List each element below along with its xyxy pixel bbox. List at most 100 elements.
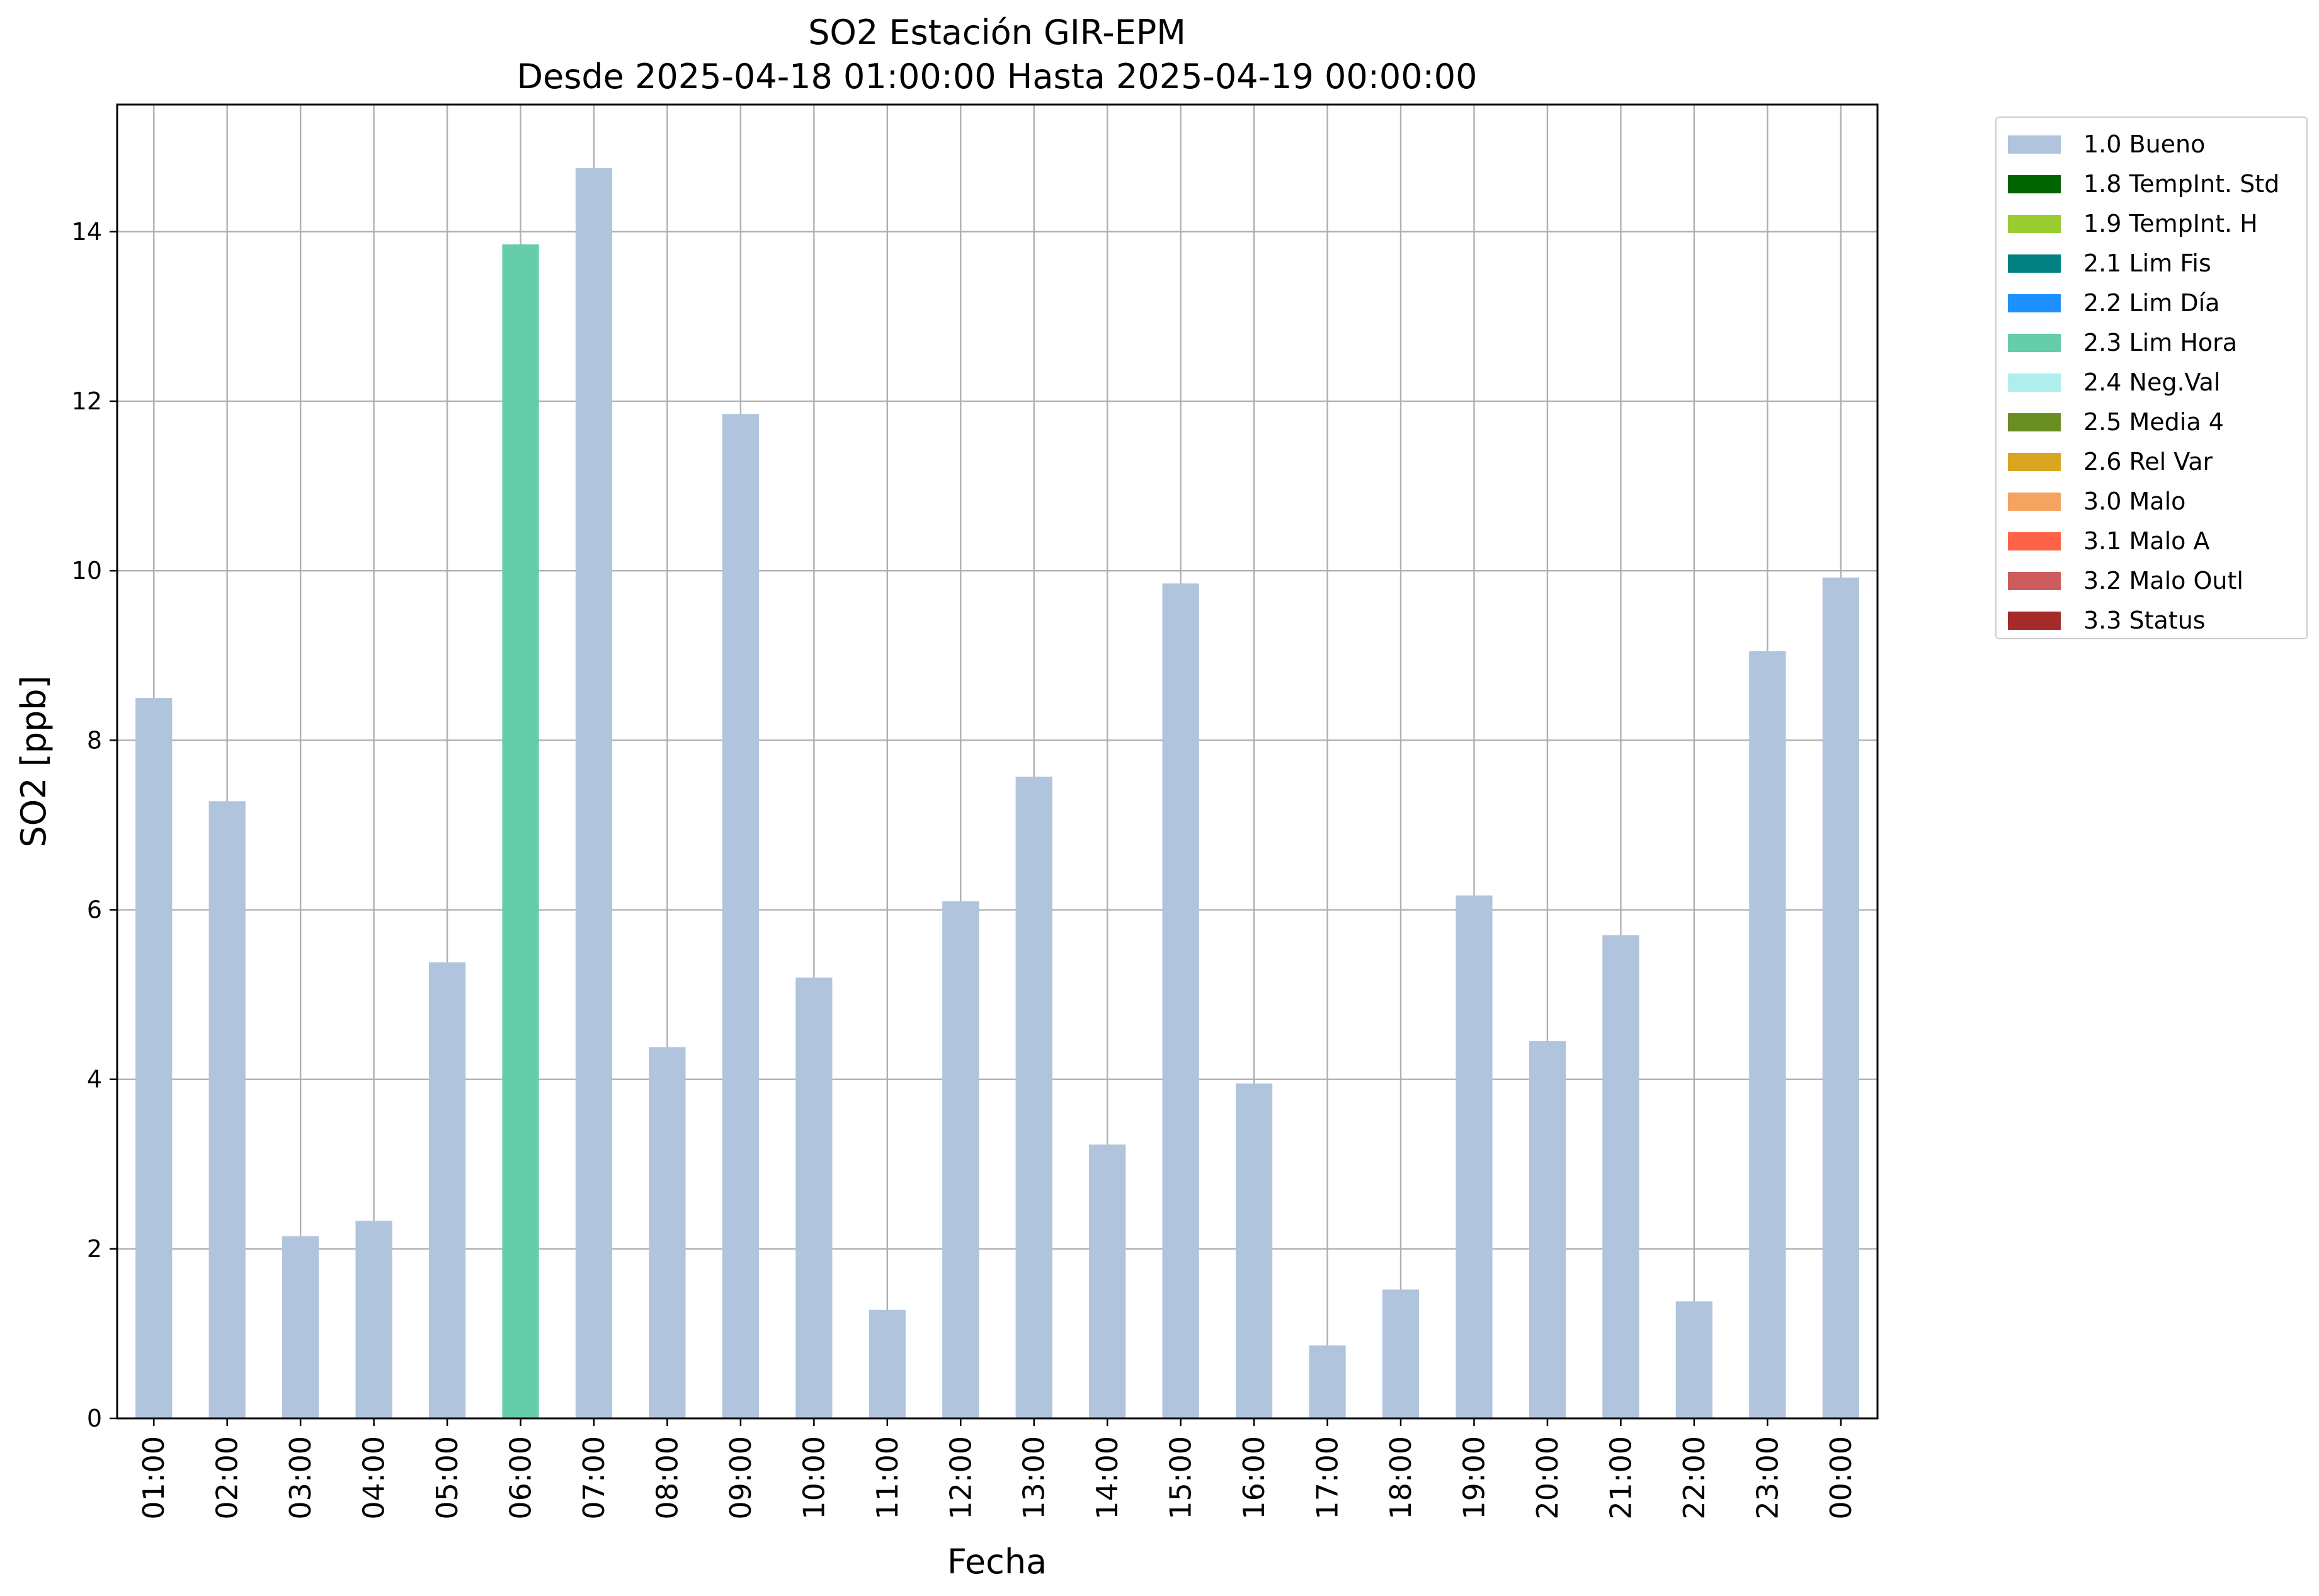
legend-label: 2.4 Neg.Val <box>2083 368 2221 396</box>
bar-0400 <box>355 1221 392 1418</box>
x-tick-label: 14:00 <box>1090 1436 1124 1520</box>
x-tick-label: 12:00 <box>943 1436 977 1520</box>
legend-item: 1.0 Bueno <box>2008 130 2206 158</box>
legend-item: 2.4 Neg.Val <box>2008 368 2221 396</box>
x-tick-label: 08:00 <box>650 1436 684 1520</box>
y-axis: 0 2 4 6 8 10 12 14 <box>72 218 117 1432</box>
legend-swatch <box>2008 532 2061 550</box>
bar-1900 <box>1456 895 1493 1418</box>
bar-2300 <box>1749 651 1786 1418</box>
x-tick-label: 19:00 <box>1457 1436 1491 1520</box>
chart-subtitle: Desde 2025-04-18 01:00:00 Hasta 2025-04-… <box>516 57 1477 96</box>
legend-swatch <box>2008 611 2061 630</box>
y-tick-label: 2 <box>87 1235 102 1263</box>
x-tick-label: 18:00 <box>1384 1436 1418 1520</box>
legend-swatch <box>2008 135 2061 154</box>
x-tick-label: 02:00 <box>210 1436 244 1520</box>
legend-item: 2.1 Lim Fis <box>2008 249 2211 277</box>
legend-item: 3.2 Malo Outl <box>2008 567 2243 595</box>
legend-label: 2.1 Lim Fis <box>2083 249 2211 277</box>
legend-label: 1.9 TempInt. H <box>2083 210 2258 237</box>
legend-item: 2.3 Lim Hora <box>2008 329 2238 356</box>
x-axis-label: Fecha <box>947 1542 1047 1582</box>
x-tick-label: 09:00 <box>724 1436 758 1520</box>
x-tick-label: 06:00 <box>504 1436 538 1520</box>
legend-item: 2.5 Media 4 <box>2008 408 2224 436</box>
bar-1000 <box>795 978 833 1418</box>
bar-0200 <box>208 801 246 1418</box>
bar-0000 <box>1822 577 1859 1419</box>
x-axis: 01:00 02:00 03:00 04:00 05:00 06:00 07:00 08:00… <box>137 1418 1858 1520</box>
legend: 1.0 Bueno 1.8 TempInt. Std 1.9 TempInt. H 2… <box>1995 117 2308 639</box>
y-tick-label: 4 <box>87 1066 102 1093</box>
legend-item: 3.0 Malo <box>2008 487 2186 515</box>
bar-0100 <box>135 698 173 1418</box>
y-tick-label: 8 <box>87 726 102 754</box>
x-tick-label: 01:00 <box>137 1436 171 1520</box>
x-tick-label: 23:00 <box>1750 1436 1784 1520</box>
bar-0300 <box>282 1236 319 1418</box>
x-tick-label: 05:00 <box>430 1436 464 1520</box>
plot-frame <box>116 103 1879 1420</box>
x-tick-label: 21:00 <box>1604 1436 1638 1520</box>
legend-item: 3.3 Status <box>2008 607 2206 634</box>
chart-canvas: SO2 Estación GIR-EPM Desde 2025-04-18 01… <box>14 13 1879 1582</box>
legend-swatch <box>2008 333 2061 352</box>
chart-title: SO2 Estación GIR-EPM <box>808 13 1186 52</box>
legend-label: 1.0 Bueno <box>2083 130 2206 158</box>
x-tick-label: 13:00 <box>1017 1436 1051 1520</box>
bar-2200 <box>1675 1301 1712 1418</box>
x-tick-label: 15:00 <box>1164 1436 1198 1520</box>
legend-swatch <box>2008 174 2061 193</box>
y-tick-label: 12 <box>72 387 102 415</box>
legend-swatch <box>2008 413 2061 431</box>
x-tick-label: 11:00 <box>870 1436 904 1520</box>
x-tick-label: 03:00 <box>283 1436 317 1520</box>
bar-0600 <box>502 244 539 1418</box>
legend-item: 1.8 TempInt. Std <box>2008 170 2280 198</box>
legend-label: 2.3 Lim Hora <box>2083 329 2238 356</box>
x-tick-label: 00:00 <box>1824 1436 1858 1520</box>
legend-label: 3.0 Malo <box>2083 487 2186 515</box>
bar-0500 <box>428 962 466 1418</box>
y-axis-label: SO2 [ppb] <box>14 675 54 847</box>
legend-label: 3.3 Status <box>2083 607 2206 634</box>
legend-swatch <box>2008 452 2061 471</box>
x-tick-label: 16:00 <box>1237 1436 1271 1520</box>
legend-label: 1.8 TempInt. Std <box>2083 170 2280 198</box>
bar-1500 <box>1162 583 1199 1418</box>
legend-label: 3.2 Malo Outl <box>2083 567 2243 595</box>
bar-0700 <box>575 168 613 1418</box>
legend-label: 2.2 Lim Día <box>2083 289 2220 317</box>
legend-swatch <box>2008 294 2061 312</box>
bar-1300 <box>1015 777 1052 1418</box>
legend-label: 2.6 Rel Var <box>2083 448 2213 476</box>
x-tick-label: 22:00 <box>1677 1436 1711 1520</box>
legend-label: 2.5 Media 4 <box>2083 408 2224 436</box>
legend-swatch <box>2008 492 2061 511</box>
legend-item: 2.2 Lim Día <box>2008 289 2220 317</box>
bar-2000 <box>1529 1041 1566 1418</box>
bar-0800 <box>649 1047 686 1418</box>
legend-label: 3.1 Malo A <box>2083 527 2210 555</box>
y-tick-label: 6 <box>87 896 102 924</box>
bar-1600 <box>1235 1083 1273 1418</box>
bar-1400 <box>1089 1144 1126 1418</box>
x-tick-label: 20:00 <box>1530 1436 1564 1520</box>
bar-0900 <box>722 414 760 1418</box>
legend-item: 2.6 Rel Var <box>2008 448 2213 476</box>
y-tick-label: 14 <box>72 218 102 246</box>
bar-1800 <box>1382 1289 1420 1418</box>
legend-swatch <box>2008 571 2061 590</box>
legend-item: 1.9 TempInt. H <box>2008 210 2258 237</box>
x-tick-label: 07:00 <box>577 1436 611 1520</box>
bar-1200 <box>942 901 979 1418</box>
bar-1100 <box>869 1309 906 1418</box>
x-tick-label: 17:00 <box>1311 1436 1345 1520</box>
legend-swatch <box>2008 214 2061 233</box>
legend-swatch <box>2008 254 2061 273</box>
bar-2100 <box>1602 935 1639 1418</box>
y-tick-label: 0 <box>87 1405 102 1432</box>
bars-group <box>135 168 1859 1419</box>
bar-1700 <box>1309 1345 1346 1418</box>
